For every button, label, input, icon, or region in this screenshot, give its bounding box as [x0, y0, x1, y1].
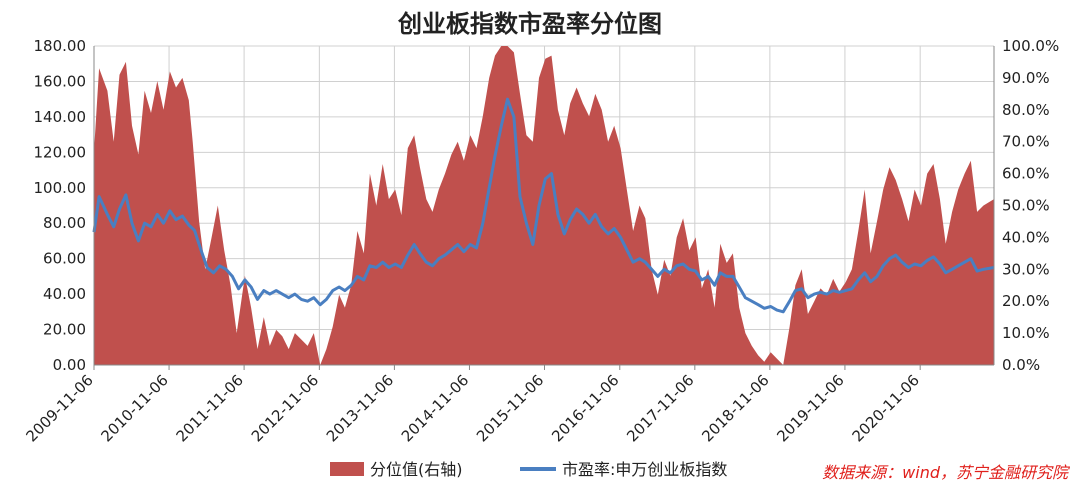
pe-ratio-line-series	[92, 97, 995, 314]
right-tick-label: 30.0%	[1002, 260, 1050, 278]
left-tick-label: 180.00	[34, 37, 87, 55]
legend-label-percentile: 分位值(右轴)	[370, 460, 463, 479]
percentile-area-series	[94, 46, 994, 365]
percentile-area	[94, 46, 994, 365]
legend-swatch-percentile	[330, 462, 364, 476]
left-tick-label: 80.00	[43, 214, 86, 232]
left-axis-ticks: 0.00 20.00 40.00 60.00 80.00 100.00 120.00 140.…	[34, 37, 87, 374]
right-tick-label: 10.0%	[1002, 324, 1050, 342]
pe-ratio-line	[92, 97, 995, 314]
left-tick-label: 20.00	[43, 321, 86, 339]
left-tick-label: 40.00	[43, 285, 86, 303]
left-tick-label: 60.00	[43, 250, 86, 268]
right-tick-label: 100.0%	[1002, 37, 1059, 55]
right-tick-label: 50.0%	[1002, 197, 1050, 215]
legend-label-pe-ratio: 市盈率:申万创业板指数	[562, 460, 727, 479]
right-tick-label: 20.0%	[1002, 292, 1050, 310]
source-note: 数据来源：wind，苏宁金融研究院	[822, 463, 1071, 482]
right-tick-label: 70.0%	[1002, 133, 1050, 151]
left-tick-label: 140.00	[34, 108, 87, 126]
right-tick-label: 80.0%	[1002, 101, 1050, 119]
left-tick-label: 120.00	[34, 143, 87, 161]
left-tick-label: 160.00	[34, 72, 87, 90]
right-tick-label: 40.0%	[1002, 228, 1050, 246]
right-axis-ticks: 0.0% 10.0% 20.0% 30.0% 40.0% 50.0% 60.0% 70.0% 8…	[1002, 37, 1059, 374]
legend: 分位值(右轴) 市盈率:申万创业板指数	[330, 460, 727, 479]
left-tick-label: 0.00	[53, 356, 86, 374]
chart-title: 创业板指数市盈率分位图	[397, 10, 662, 38]
right-tick-label: 90.0%	[1002, 69, 1050, 87]
left-tick-label: 100.00	[34, 179, 87, 197]
right-tick-label: 60.0%	[1002, 165, 1050, 183]
right-tick-label: 0.0%	[1002, 356, 1040, 374]
